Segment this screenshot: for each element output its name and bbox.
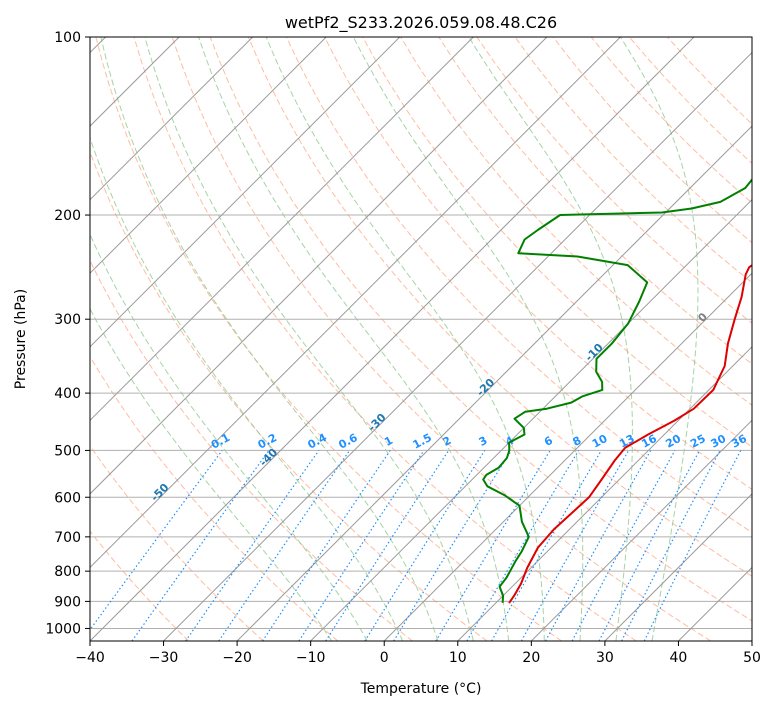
- moist-adiabat-line: [144, 37, 474, 641]
- x-tick-label: 20: [522, 650, 540, 666]
- y-tick-label: 400: [54, 386, 81, 402]
- y-tick-label: 700: [54, 530, 81, 546]
- dewpoint-profile-line: [482, 177, 752, 603]
- mixing-ratio-label: 25: [688, 432, 708, 451]
- mixing-ratio-line: [185, 450, 320, 641]
- mixing-ratio-label: 36: [729, 432, 749, 451]
- y-tick-label: 100: [54, 30, 81, 46]
- isotherm-line: [236, 125, 752, 641]
- mixing-ratio-line: [298, 450, 425, 641]
- plot-area: -100-90-80-70-60-50-40-30-20-10010203040…: [90, 37, 752, 641]
- y-tick-label: 800: [54, 564, 81, 580]
- mixing-ratio-line: [261, 450, 391, 641]
- x-tick-label: −30: [149, 650, 179, 666]
- dry-adiabat-line: [90, 444, 264, 641]
- plot-frame: [89, 36, 753, 642]
- mixing-ratio-line: [643, 450, 742, 641]
- isotherm-line: [90, 37, 327, 274]
- y-tick-label: 900: [54, 594, 81, 610]
- dry-adiabat-line: [247, 37, 752, 577]
- y-tick-label: 200: [54, 208, 81, 224]
- y-tick-label: 300: [54, 312, 81, 328]
- dry-adiabat-line: [324, 37, 752, 490]
- x-tick-label: 30: [596, 650, 614, 666]
- isotherm-line: [90, 37, 621, 569]
- pressure-grid-layer: [90, 37, 752, 629]
- moist-adiabat-line: [100, 37, 439, 641]
- y-tick-label: 1000: [45, 621, 81, 637]
- x-tick-label: 40: [670, 650, 688, 666]
- y-tick-label: 600: [54, 490, 81, 506]
- isotherm-line: [90, 37, 548, 495]
- profile-series-layer: [482, 177, 752, 604]
- dry-adiabat-line: [400, 37, 752, 406]
- moist-adiabat-line: [265, 37, 545, 641]
- isotherm-line: [383, 272, 752, 641]
- mixing-ratio-line: [393, 450, 512, 641]
- dry-adiabat-line: [90, 150, 488, 641]
- x-axis-ticks: −40 −30 −20 −10 0 10 20 30 40 50: [75, 641, 761, 666]
- dry-adiabat-line: [95, 37, 562, 641]
- mixing-ratio-line: [218, 450, 351, 641]
- isotherms-layer: [90, 37, 752, 641]
- x-tick-label: 50: [743, 650, 761, 666]
- mixing-ratio-line: [545, 450, 652, 641]
- moist-adiabat-line: [198, 37, 510, 641]
- mixing-ratio-line: [325, 450, 450, 641]
- dry-adiabat-line: [209, 37, 752, 622]
- mixing-ratio-line: [131, 450, 270, 641]
- isotherm-line: [310, 198, 752, 641]
- dry-adiabat-line: [90, 530, 190, 641]
- x-tick-label: 10: [449, 650, 467, 666]
- dry-adiabat-line: [133, 37, 637, 641]
- moist-adiabats-layer: [90, 37, 699, 641]
- isotherm-line: [90, 37, 474, 422]
- chart-title: wetPf2_S233.2026.059.08.48.C26: [285, 13, 557, 33]
- x-axis-label: Temperature (°C): [360, 681, 482, 697]
- y-axis-label: Pressure (hPa): [13, 289, 29, 389]
- mixing-ratio-label: 13: [617, 432, 637, 451]
- mixing-ratio-label: 30: [709, 432, 729, 451]
- dry-adiabats-layer: [90, 37, 752, 641]
- mixing-ratio-line: [571, 450, 676, 641]
- x-tick-label: −40: [75, 650, 105, 666]
- mixing-ratio-line: [520, 450, 630, 641]
- isotherm-line: [90, 37, 254, 201]
- isotherm-line: [163, 51, 752, 641]
- mixing-ratio-label: 10: [590, 432, 610, 451]
- moist-adiabat-line: [352, 37, 584, 641]
- mixing-ratio-layer: [90, 450, 742, 641]
- dry-adiabat-line: [90, 355, 339, 641]
- x-tick-label: −10: [296, 650, 326, 666]
- x-tick-label: −20: [222, 650, 252, 666]
- temperature-profile-line: [508, 264, 752, 604]
- isotherm-line: [604, 493, 752, 641]
- isotherm-line: [90, 37, 695, 641]
- x-tick-label: 0: [380, 650, 389, 666]
- moist-adiabat-line: [90, 136, 404, 641]
- isotherm-line: [530, 419, 752, 641]
- dry-adiabat-line: [514, 37, 752, 284]
- mixing-ratio-label: 20: [663, 432, 683, 451]
- moist-adiabat-line: [620, 37, 699, 641]
- y-axis-ticks: 1000 900 800 700 600 500 400 300 200 100: [45, 30, 90, 637]
- moist-adiabat-line: [90, 233, 368, 641]
- mixing-ratio-labels-layer: 0.1 0.2 0.4 0.6 1 1.5 2 3 4 6 8 10 13 16 20 25 30 36: [209, 431, 749, 452]
- isotherm-line: [90, 37, 401, 348]
- mixing-ratio-line: [90, 450, 223, 631]
- y-tick-label: 500: [54, 443, 81, 459]
- isotherm-line: [457, 346, 752, 641]
- dry-adiabat-line: [438, 37, 752, 365]
